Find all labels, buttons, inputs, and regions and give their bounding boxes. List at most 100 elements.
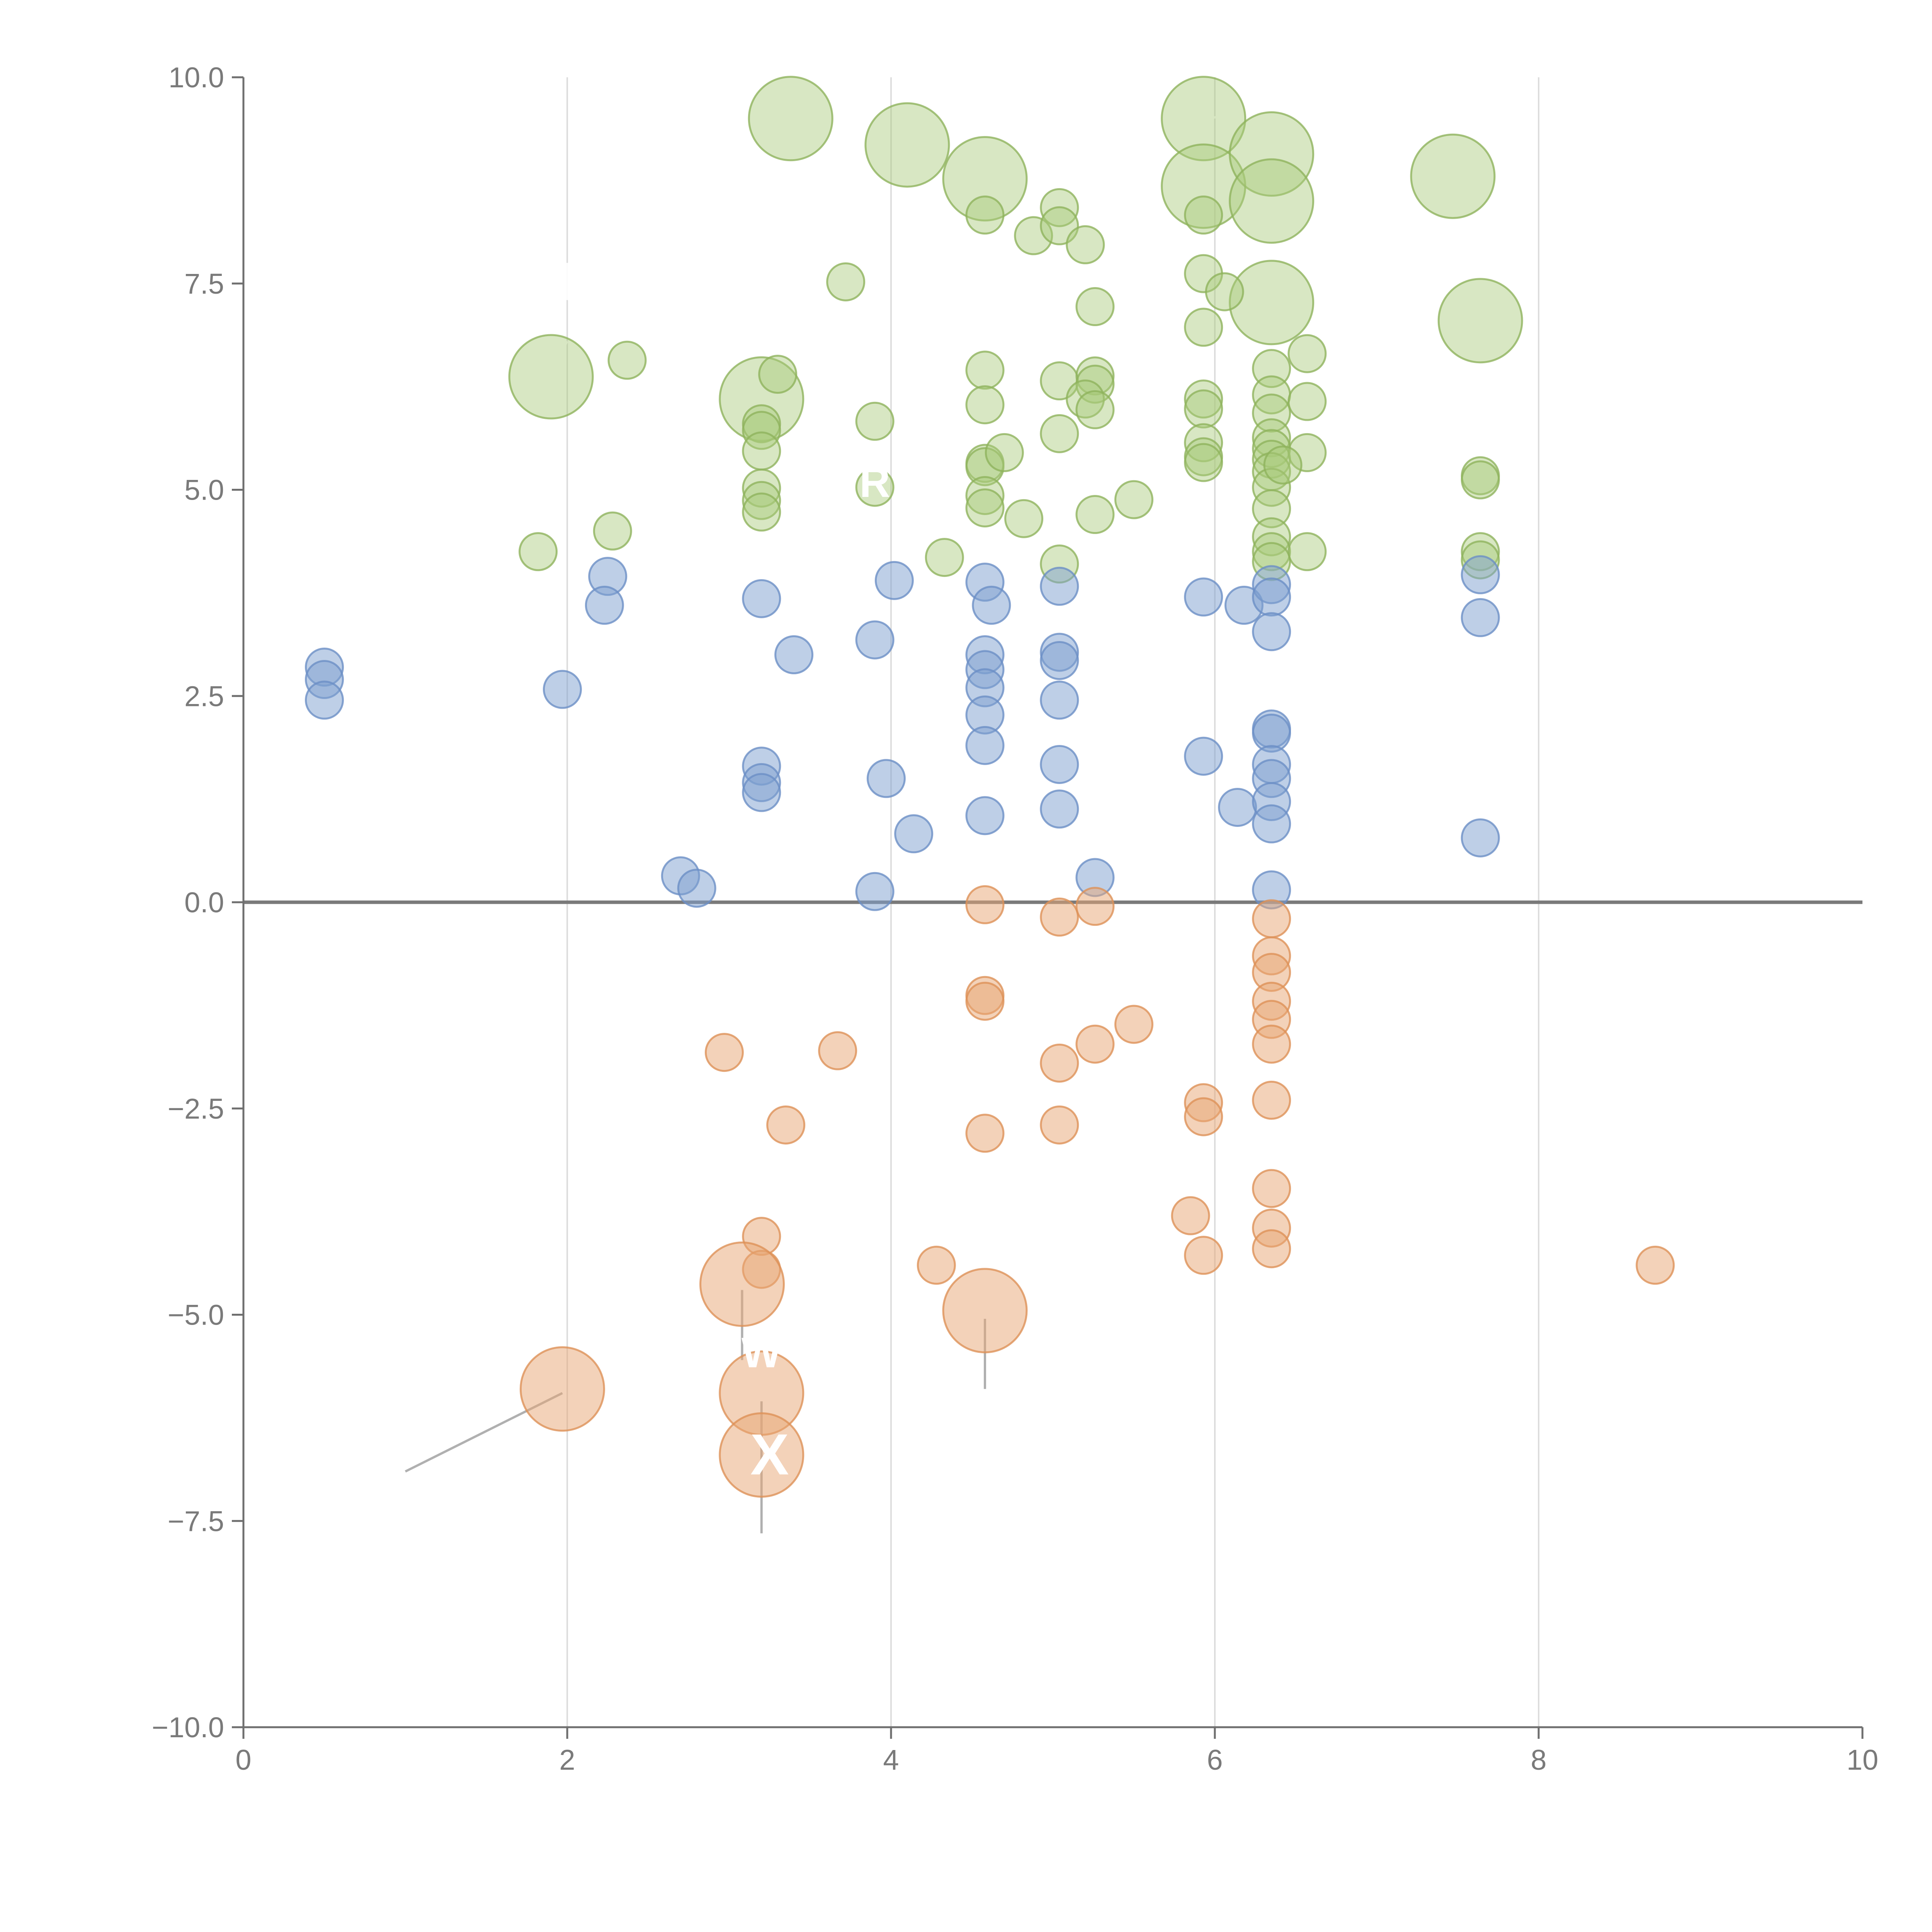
data-point [855,401,895,441]
data-point [1075,287,1115,327]
data-point [742,411,781,450]
annotation-label: X [750,1422,789,1487]
data-point [1252,468,1291,507]
data-point [1410,133,1496,219]
data-point [1252,804,1291,844]
x-tick-label: 0 [235,1744,251,1776]
data-point [965,1114,1005,1153]
data-point [1461,598,1500,637]
data-point [607,340,647,380]
annotations: X R W [742,459,890,1487]
data-point [742,468,781,508]
data-point [519,1346,605,1432]
data-point [965,796,1005,835]
data-point [1040,414,1079,453]
data-point [1229,260,1315,345]
data-point [719,356,804,442]
data-point [866,759,906,798]
leader-line [1479,320,1532,379]
leader-line [1271,200,1313,215]
data-point [1184,1097,1223,1136]
data-point [965,350,1005,390]
data-point [742,481,781,520]
data-point [1263,445,1303,485]
data-point [855,872,895,911]
data-point [1040,789,1079,829]
data-point [1075,1024,1115,1064]
data-point [1040,745,1079,784]
data-point [1461,460,1500,500]
y-tick-label: 7.5 [184,268,224,300]
data-point [1114,1005,1153,1044]
data-point [965,488,1005,527]
data-point [1184,389,1223,429]
data-point [1161,76,1247,162]
data-point [1287,532,1327,571]
annotation-label: W [742,1329,782,1376]
data-point [1040,680,1079,720]
data-point [742,431,781,471]
axes: 0 2 4 6 8 10 −10.0 −7.5 −5.0 −2.5 0.0 2.5 5.0 7.5 10.0 [152,61,1878,1776]
data-point [1184,423,1223,463]
data-point [972,585,1011,625]
data-point [855,468,895,507]
data-point [1218,787,1257,827]
data-point [305,680,344,720]
data-point [1287,334,1327,373]
data-point [748,76,833,162]
data-point [1184,736,1223,776]
series-negative [519,885,1675,1498]
data-point [1205,272,1244,311]
data-point [742,773,781,812]
data-point [894,814,934,854]
data-point [1040,641,1079,680]
y-tick-label: −5.0 [168,1299,224,1331]
y-tick-label: −10.0 [152,1711,224,1743]
x-tick-label: 6 [1207,1744,1223,1776]
data-point [1184,196,1223,235]
data-point [1075,495,1115,534]
data-point [1184,308,1223,347]
series-positive-low [305,555,1500,911]
data-point [1437,278,1523,364]
data-point [1040,566,1079,606]
annotation-label: R [859,459,890,506]
x-tick-label: 4 [883,1744,899,1776]
data-point [965,726,1005,765]
data-point [965,476,1005,515]
data-point [742,579,781,618]
data-point [1184,443,1223,482]
data-point [766,1105,806,1145]
data-point [874,561,914,600]
data-point [1287,382,1327,421]
y-tick-label: 10.0 [168,61,224,94]
data-point [1040,1105,1079,1145]
data-point [1252,489,1291,529]
data-point [965,385,1005,425]
data-point [864,102,950,188]
data-point [1252,1169,1291,1208]
data-point [1252,577,1291,617]
y-tick-label: 5.0 [184,474,224,506]
data-point [965,196,1005,235]
data-point [1075,390,1115,429]
y-tick-label: −7.5 [168,1505,224,1537]
data-point [1252,899,1291,939]
data-point [1252,1024,1291,1064]
data-point [965,447,1005,486]
leader-line [761,116,791,120]
data-point [699,1242,785,1327]
data-point [985,433,1024,472]
data-point [585,585,624,625]
data-point [1040,1043,1079,1083]
data-point [508,334,594,420]
x-tick-label: 10 [1847,1744,1878,1776]
x-tick-label: 2 [559,1744,575,1776]
data-point [704,1033,744,1072]
x-tick-label: 8 [1531,1744,1546,1776]
data-point [1287,433,1327,472]
leader-line [1271,146,1312,155]
data-point [1252,1229,1291,1269]
data-point [677,869,716,908]
